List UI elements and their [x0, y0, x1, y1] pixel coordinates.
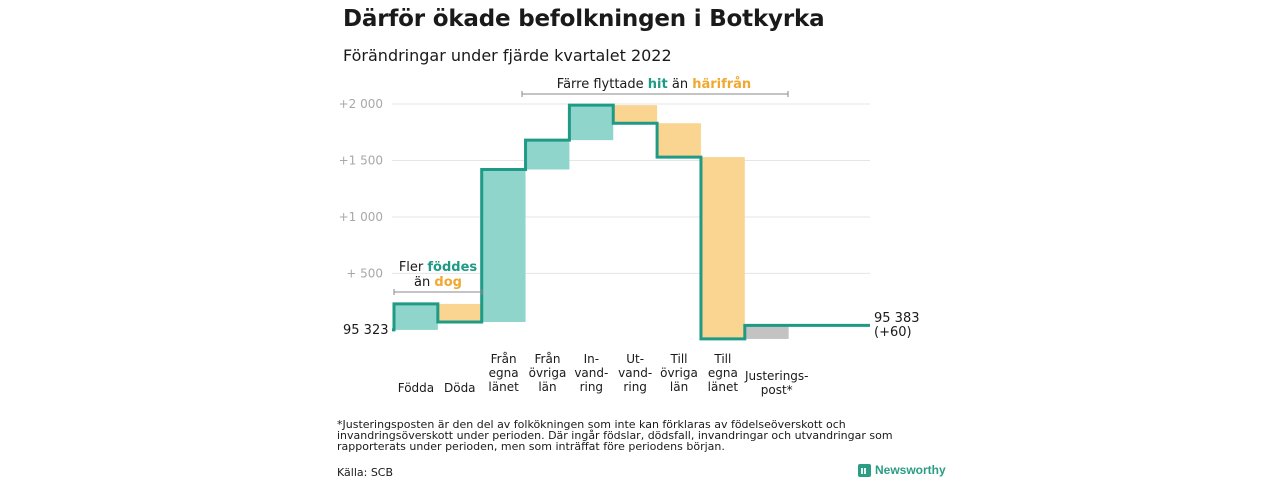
deaths-highlight: dog [434, 275, 462, 290]
category-labels: Födda DödaFrånegnalänetFrånövrigalänIn-va… [398, 352, 809, 397]
logo-text: Newsworthy [875, 463, 946, 477]
chart-title: Därför ökade befolkningen i Botkyrka [343, 6, 825, 32]
y-axis-ticks: + 500 +1 000 +1 500 +2 000 [339, 97, 383, 280]
deaths-text: än [414, 275, 434, 290]
category-label: länet [708, 380, 739, 394]
births-text: Fler [399, 260, 428, 275]
category-label: Från [491, 352, 517, 366]
category-label: Ut- [626, 352, 644, 366]
footnote: *Justeringsposten är den del av folkökni… [337, 418, 893, 453]
bar-chart-icon [858, 463, 871, 477]
cumulative-line [392, 103, 870, 341]
moves-harifran-highlight: härifrån [692, 77, 751, 92]
y-tick-label: +1 000 [339, 210, 383, 224]
category-label: övriga [660, 366, 698, 380]
births-annotation-line2: än dog [414, 275, 462, 290]
births-annotation-line1: Fler föddes [399, 260, 478, 275]
cumulative-step-line [392, 103, 870, 341]
moves-mid-text: än [668, 77, 692, 92]
category-label: egna [489, 366, 519, 380]
category-label: ring [580, 380, 604, 394]
category-label: länet [488, 380, 519, 394]
waterfall-bar [613, 105, 658, 124]
waterfall-bar [525, 140, 570, 170]
births-annotation: Fler föddes än dog [393, 260, 483, 295]
category-label: län [670, 380, 688, 394]
waterfall-bars [394, 105, 789, 339]
waterfall-bar [744, 325, 789, 339]
moves-annotation-text: Färre flyttade hit än härifrån [557, 77, 751, 92]
moves-text: Färre flyttade [557, 77, 648, 92]
category-label: län [538, 380, 556, 394]
births-highlight: föddes [427, 260, 477, 275]
waterfall-bar [437, 303, 482, 322]
category-label: Födda [398, 381, 434, 395]
y-tick-label: +1 500 [339, 153, 383, 167]
newsworthy-logo: Newsworthy [858, 463, 946, 477]
category-label: post* [761, 383, 793, 397]
end-value-label: 95 383 [874, 311, 920, 326]
moves-annotation: Färre flyttade hit än härifrån [521, 77, 789, 97]
category-label: ring [623, 380, 647, 394]
category-label: övriga [529, 366, 567, 380]
start-value-label: 95 323 [343, 323, 389, 338]
waterfall-bar [569, 105, 614, 141]
category-label: egna [708, 366, 738, 380]
waterfall-bar [394, 303, 438, 330]
y-tick-label: +2 000 [339, 97, 383, 111]
category-label: In- [584, 352, 599, 366]
category-label: Döda [444, 381, 476, 395]
waterfall-bar [657, 123, 701, 158]
category-label: Till [670, 352, 688, 366]
category-label: Från [535, 352, 561, 366]
waterfall-bar [700, 157, 745, 339]
gridlines [392, 103, 870, 274]
category-label: vand- [574, 366, 608, 380]
category-label: Till [713, 352, 731, 366]
end-change-label: (+60) [874, 325, 912, 340]
waterfall-bar [481, 169, 526, 322]
category-label: vand- [618, 366, 652, 380]
chart-subtitle: Förändringar under fjärde kvartalet 2022 [343, 46, 672, 65]
y-tick-label: + 500 [346, 266, 383, 280]
source-label: Källa: SCB [337, 466, 394, 479]
category-label: Justerings- [744, 369, 809, 383]
moves-hit-highlight: hit [648, 77, 668, 92]
